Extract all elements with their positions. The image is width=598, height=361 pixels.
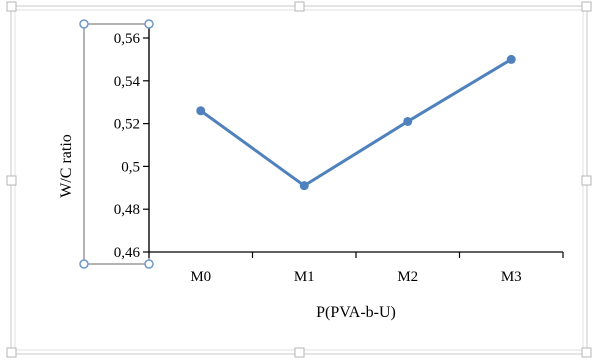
data-point bbox=[403, 116, 413, 126]
x-axis-tick-labels: M0 M1 M2 M3 bbox=[190, 269, 521, 285]
y-tick-label: 0,48 bbox=[114, 202, 140, 218]
x-axis-title: P(PVA-b-U) bbox=[316, 304, 396, 321]
x-axis-ticks bbox=[148, 252, 564, 258]
series-markers bbox=[196, 54, 516, 191]
y-tick-label: 0,56 bbox=[114, 31, 141, 47]
y-tick-label: 0,46 bbox=[114, 245, 141, 261]
frame-handles[interactable] bbox=[6, 1, 592, 358]
y-axis-tick-labels: 0,46 0,48 0,5 0,52 0,54 0,56 bbox=[114, 31, 141, 261]
y-tick-label: 0,54 bbox=[114, 74, 141, 90]
y-axis-selection-box[interactable] bbox=[83, 23, 150, 265]
x-tick-label: M0 bbox=[190, 269, 211, 285]
frame-handle-bottom-left[interactable] bbox=[6, 347, 17, 358]
frame-handle-right[interactable] bbox=[581, 175, 592, 186]
y-axis-handle-top-left[interactable] bbox=[79, 19, 89, 29]
frame-handle-bottom[interactable] bbox=[294, 347, 305, 358]
series-line bbox=[199, 57, 513, 188]
y-axis-handle-bottom-right[interactable] bbox=[144, 259, 154, 269]
y-axis-ticks bbox=[143, 37, 149, 253]
x-tick-label: M1 bbox=[294, 269, 315, 285]
data-point bbox=[196, 106, 206, 116]
frame-handle-bottom-right[interactable] bbox=[581, 347, 592, 358]
frame-handle-top-left[interactable] bbox=[6, 1, 17, 12]
chart-border-inner bbox=[14, 9, 584, 351]
data-point bbox=[299, 181, 309, 191]
y-axis-handle-bottom-left[interactable] bbox=[79, 259, 89, 269]
y-axis-handle-top-right[interactable] bbox=[144, 19, 154, 29]
x-tick-label: M3 bbox=[501, 269, 522, 285]
y-tick-label: 0,52 bbox=[114, 117, 140, 133]
frame-handle-top-right[interactable] bbox=[581, 1, 592, 12]
y-tick-label: 0,5 bbox=[121, 159, 140, 175]
chart-border bbox=[10, 5, 588, 355]
y-axis-selection-handles[interactable] bbox=[79, 19, 154, 269]
y-axis-title: W/C ratio bbox=[58, 134, 75, 198]
frame-handle-top[interactable] bbox=[294, 1, 305, 12]
x-tick-label: M2 bbox=[397, 269, 418, 285]
data-point bbox=[506, 54, 516, 64]
frame-handle-left[interactable] bbox=[6, 175, 17, 186]
